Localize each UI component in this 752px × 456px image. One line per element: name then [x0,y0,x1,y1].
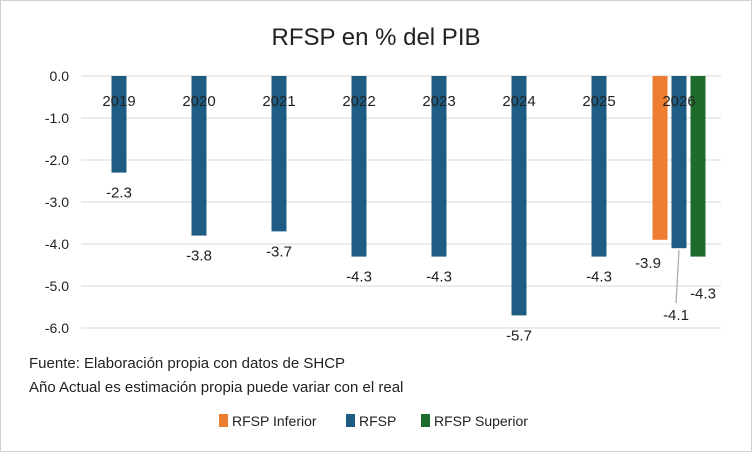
legend-label: RFSP [359,413,396,429]
bar-rfsp-2024 [511,76,527,316]
legend: RFSP Inferior RFSP RFSP Superior [219,413,528,429]
category-label-2022: 2022 [342,93,375,110]
bar-rfsp-2019 [111,76,127,173]
legend-swatch [219,414,228,427]
data-labels: -2.3-3.8 -3.7-4.3 -4.3-5.7-4.3-3.9-4.1-4.3 [106,185,716,345]
category-label-2021: 2021 [262,93,295,110]
bar-rfsp-superior-2026 [690,76,706,257]
source-note: Fuente: Elaboración propia con datos de … [29,355,345,372]
data-label: -5.7 [506,327,532,344]
data-label: -4.1 [663,307,689,324]
legend-swatch [346,414,355,427]
bar-rfsp-2020 [191,76,207,236]
y-tick-label: -6.0 [45,320,69,336]
y-tick-label: 0.0 [50,68,70,84]
data-label: -3.8 [186,248,212,265]
data-label: -4.3 [690,286,716,303]
y-tick-label: -3.0 [45,194,69,210]
bars [111,76,706,316]
leader-line [675,250,680,304]
bar-rfsp-2022 [351,76,367,257]
legend-label: RFSP Inferior [232,413,317,429]
bar-rfsp-2023 [431,76,447,257]
category-labels: 2019 2020 2021 2022 2023 2024 2025 2026 [102,93,695,110]
data-label: -4.3 [586,269,612,286]
gridlines [81,75,721,329]
category-label-2023: 2023 [422,93,455,110]
legend-swatch [421,414,430,427]
bar-rfsp-2021 [271,76,287,232]
y-tick-label: -2.0 [45,152,69,168]
category-label-2019: 2019 [102,93,135,110]
data-label: -4.3 [426,269,452,286]
chart-title: RFSP en % del PIB [272,24,481,51]
bar-rfsp-inferior-2026 [652,76,668,240]
legend-label: RFSP Superior [434,413,528,429]
category-label-2026: 2026 [662,93,695,110]
data-label: -4.3 [346,269,372,286]
y-tick-label: -4.0 [45,236,69,252]
category-label-2025: 2025 [582,93,615,110]
y-tick-label: -5.0 [45,278,69,294]
data-label: -2.3 [106,185,132,202]
y-axis-ticks: 0.0 -1.0 -2.0 -3.0 -4.0 -5.0 -6.0 [45,68,69,336]
estimate-note: Año Actual es estimación propia puede va… [29,379,403,396]
bar-rfsp-2025 [591,76,607,257]
category-label-2024: 2024 [502,93,535,110]
y-tick-label: -1.0 [45,110,69,126]
data-label: -3.9 [635,255,661,272]
data-label: -3.7 [266,243,292,260]
category-label-2020: 2020 [182,93,215,110]
bar-rfsp-2026 [671,76,687,249]
